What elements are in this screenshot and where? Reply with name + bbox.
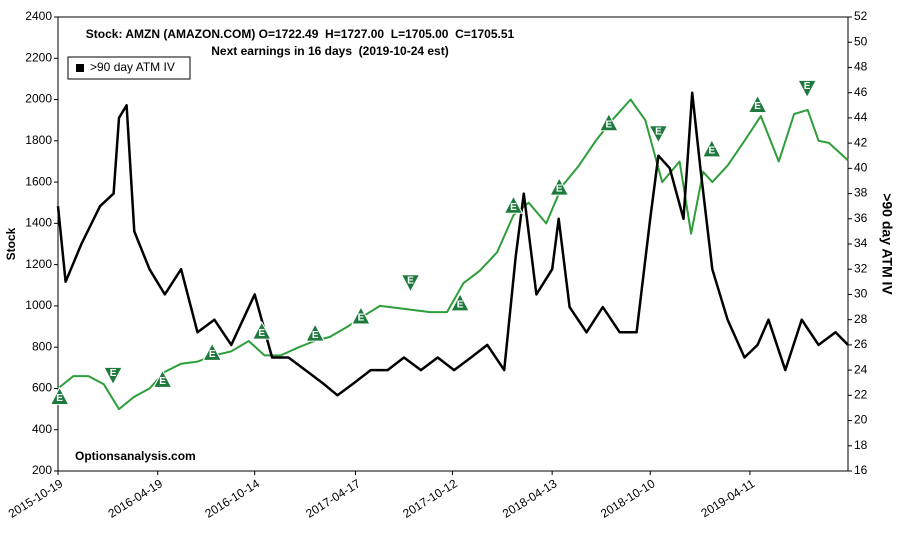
y2-tick-label: 20 (854, 413, 868, 427)
y-tick-label: 1200 (25, 257, 52, 271)
earnings-marker (202, 342, 223, 361)
y2-tick-label: 36 (854, 211, 868, 225)
x-tick-label: 2016-10-14 (202, 476, 262, 521)
legend-box (67, 56, 191, 80)
y2-tick-label: 24 (854, 362, 868, 376)
y-tick-label: 400 (32, 422, 52, 436)
earnings-marker (49, 386, 70, 406)
y2-tick-label: 26 (854, 337, 868, 351)
plot-frame (57, 16, 849, 472)
chart-title: Stock: AMZN (AMAZON.COM) O=1722.49 H=172… (86, 27, 515, 41)
chart-subtitle: Next earnings in 16 days (2019-10-24 est… (211, 44, 448, 58)
y-tick-label: 2000 (25, 92, 52, 106)
earnings-label: E (209, 349, 216, 360)
y2-tick-label: 40 (854, 161, 868, 175)
y2-tick-label: 34 (854, 236, 868, 250)
series-line (57, 98, 849, 411)
earnings-marker (400, 274, 421, 293)
y2-tick-label: 38 (854, 186, 868, 200)
earnings-label: E (258, 328, 265, 339)
earnings-marker (152, 369, 173, 388)
x-tick-label: 2019-04-11 (698, 476, 757, 520)
earnings-label: E (605, 119, 612, 130)
watermark: Optionsanalysis.com (75, 449, 196, 463)
earnings-label: E (556, 184, 563, 195)
earnings-marker (797, 79, 817, 99)
earnings-label: E (312, 330, 319, 341)
earnings-label: E (804, 81, 811, 92)
y-tick-label: 1000 (25, 298, 52, 312)
earnings-label: E (110, 368, 117, 379)
y-tick-label: 2400 (25, 9, 52, 23)
y2-tick-label: 50 (854, 34, 868, 48)
earnings-marker (549, 177, 570, 196)
earnings-label: E (407, 275, 414, 286)
y-tick-label: 1400 (25, 216, 52, 230)
y2-tick-label: 52 (854, 9, 868, 23)
x-tick-label: 2017-04-17 (303, 476, 363, 521)
y-tick-label: 800 (32, 339, 52, 353)
legend-label: >90 day ATM IV (90, 60, 175, 74)
legend-swatch (76, 64, 84, 72)
earnings-label: E (754, 101, 761, 112)
y-tick-label: 1800 (25, 133, 52, 147)
y2-tick-label: 28 (854, 312, 868, 326)
earnings-marker (251, 321, 272, 340)
earnings-label: E (457, 299, 464, 310)
y2-tick-label: 16 (854, 463, 868, 477)
y-tick-label: 2200 (25, 50, 52, 64)
series-line (56, 91, 849, 397)
earnings-marker (450, 292, 470, 312)
y2-tick-label: 30 (854, 287, 868, 301)
earnings-marker (305, 323, 325, 342)
earnings-label: E (159, 376, 166, 387)
earnings-label: E (655, 126, 662, 137)
x-tick-label: 2015-10-19 (6, 476, 66, 521)
x-tick-label: 2016-04-19 (105, 476, 165, 521)
y-tick-label: 200 (32, 463, 52, 477)
y2-tick-label: 22 (854, 388, 868, 402)
y2-tick-label: 48 (854, 60, 868, 74)
earnings-label: E (708, 146, 715, 157)
x-tick-label: 2018-10-10 (598, 476, 658, 521)
earnings-marker (503, 195, 524, 214)
y-axis-label: Stock (4, 227, 18, 260)
y2-tick-label: 42 (854, 135, 868, 149)
y-tick-label: 1600 (25, 174, 52, 188)
y2-tick-label: 44 (854, 110, 868, 124)
y2-tick-label: 32 (854, 261, 868, 275)
earnings-marker (351, 305, 371, 325)
earnings-marker (648, 125, 669, 144)
earnings-label: E (510, 202, 517, 213)
y2-tick-label: 18 (854, 438, 868, 452)
earnings-marker (701, 138, 722, 158)
y2-tick-label: 46 (854, 85, 868, 99)
x-tick-label: 2018-04-13 (500, 476, 560, 521)
earnings-marker (747, 94, 768, 114)
x-tick-label: 2017-10-12 (400, 476, 460, 521)
earnings-marker (598, 112, 619, 132)
y-tick-label: 600 (32, 381, 52, 395)
earnings-label: E (358, 313, 365, 324)
earnings-label: E (56, 393, 63, 404)
y2-axis-label: >90 day ATM IV (879, 193, 895, 295)
earnings-marker (103, 366, 123, 386)
